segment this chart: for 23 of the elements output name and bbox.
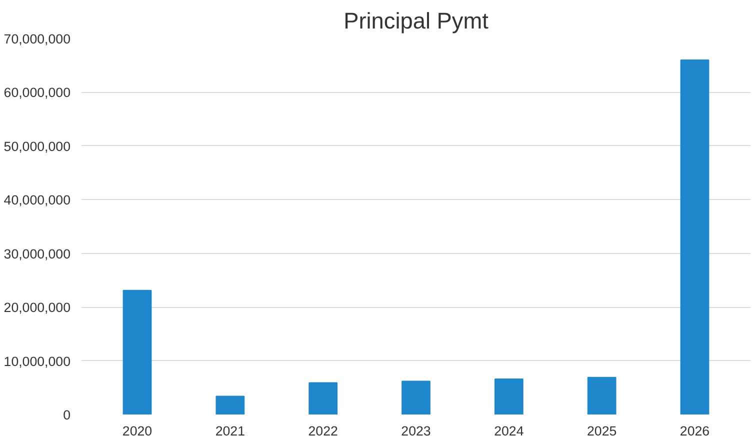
y-tick-label: 20,000,000 [4,300,71,316]
x-tick-label: 2022 [308,424,338,438]
x-tick-label: 2020 [122,424,152,438]
y-tick-label: 10,000,000 [4,354,71,369]
bar [587,376,616,414]
y-tick-label: 60,000,000 [4,85,71,100]
x-tick-label: 2023 [401,424,431,438]
x-tick-label: 2024 [494,424,524,438]
bar [122,290,152,414]
y-tick-label: 0 [63,408,71,422]
bar [494,378,524,414]
x-tick-label: 2026 [680,424,710,438]
bar [308,382,338,414]
x-tick-label: 2025 [587,424,617,438]
y-tick-label: 40,000,000 [4,192,71,208]
y-tick-label: 30,000,000 [4,246,71,262]
chart-title: Principal Pymt [344,8,490,34]
x-tick-label: 2021 [215,424,245,438]
bar [216,396,245,414]
y-tick-label: 50,000,000 [4,138,71,154]
bar [680,59,710,414]
bar [402,380,430,414]
y-tick-label: 70,000,000 [4,32,71,46]
